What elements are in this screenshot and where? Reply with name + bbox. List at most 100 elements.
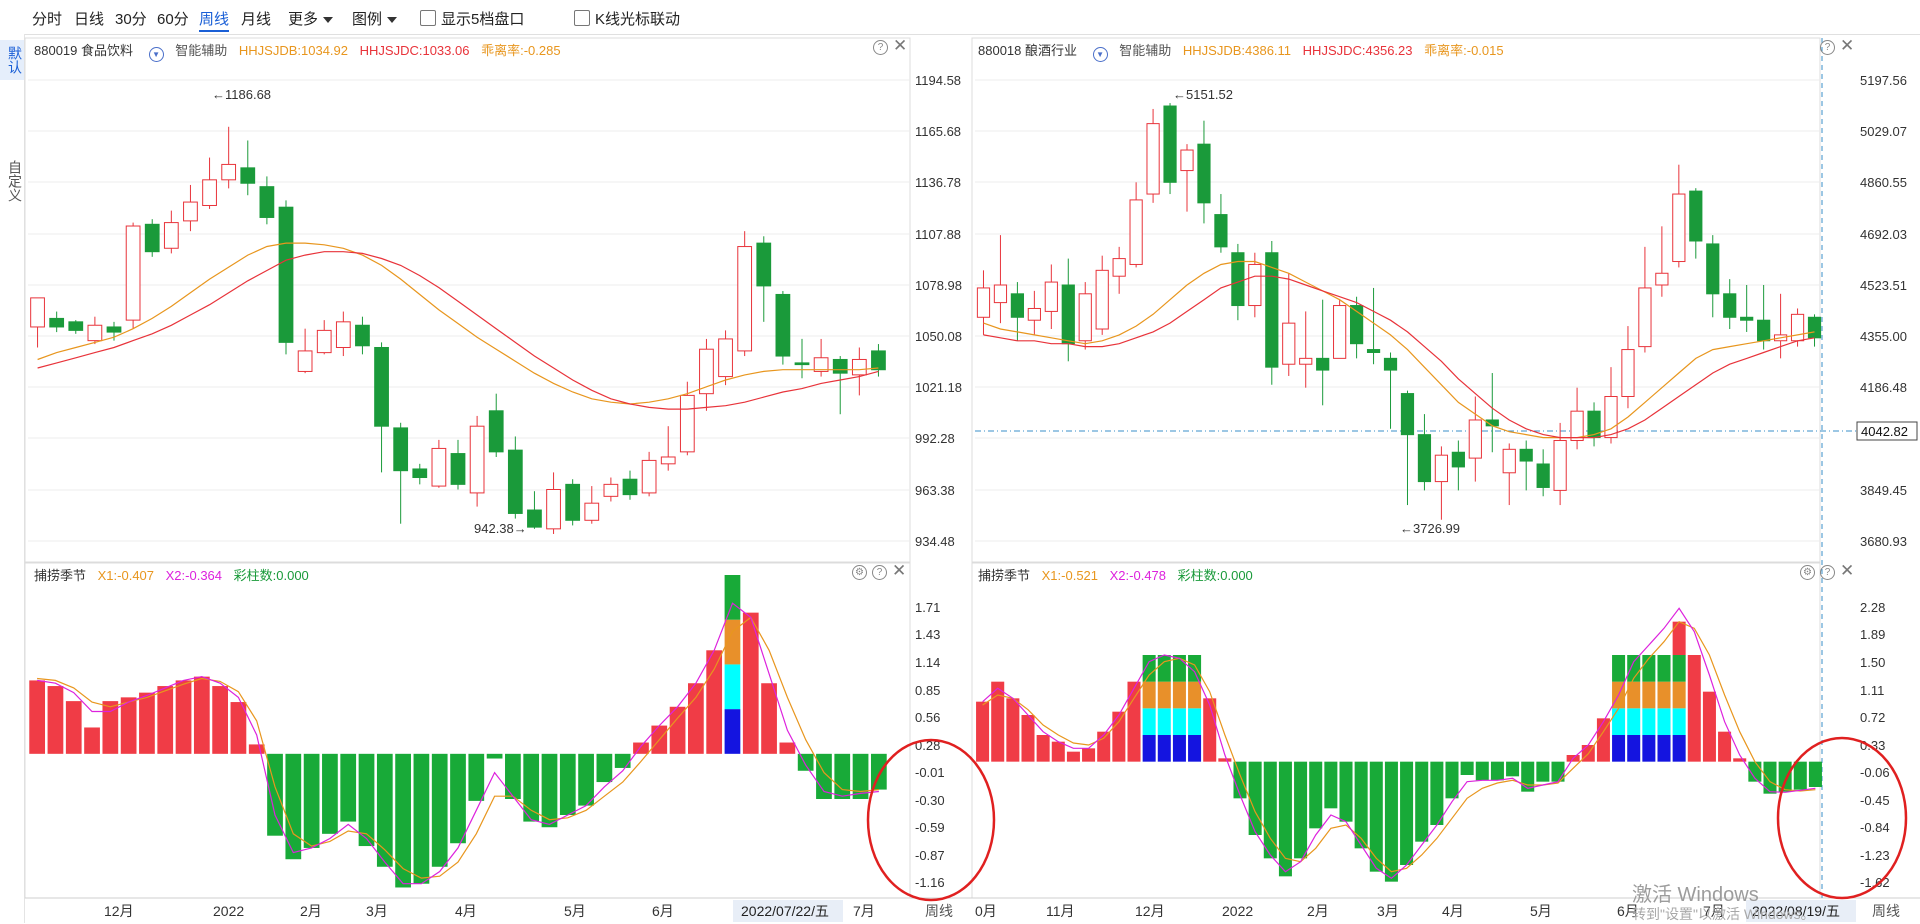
right-ind-bar — [1506, 761, 1520, 777]
left-assist-label: 智能辅助 — [175, 43, 228, 58]
right-ind-bar — [1097, 731, 1111, 762]
period-60min[interactable]: 60分 — [157, 11, 189, 28]
close-icon[interactable]: ✕ — [892, 561, 907, 580]
right-candle — [1180, 149, 1194, 172]
left-candle — [756, 242, 772, 287]
sidebar-tab-custom[interactable]: 自定义 — [7, 160, 23, 202]
right-ind-bar — [991, 681, 1005, 762]
left-ind-bar — [376, 753, 393, 867]
right-dc-value: HHJSJDC:4356.23 — [1302, 43, 1413, 58]
help-icon[interactable]: ? — [872, 565, 887, 580]
period-30min[interactable]: 30分 — [115, 11, 147, 28]
left-ind-bar — [852, 753, 869, 799]
right-rainbow-bar — [1157, 681, 1171, 709]
checkbox-icon — [420, 10, 436, 26]
period-weekly[interactable]: 周线 — [199, 8, 230, 32]
right-rainbow-bar — [1657, 681, 1671, 709]
period-monthly[interactable]: 月线 — [241, 11, 272, 28]
left-rainbow-bar — [724, 575, 741, 620]
left-candle — [183, 201, 198, 222]
left-ind-bar — [322, 753, 338, 834]
left-ind-bar — [505, 753, 521, 799]
right-ind-bar — [1596, 718, 1610, 762]
link-cursor-label: K线光标联动 — [595, 11, 681, 28]
right-ind-bar — [1475, 761, 1489, 781]
left-xaxis-label: 3月 — [366, 903, 388, 919]
right-ytick-label: 4186.48 — [1860, 380, 1907, 395]
right-ind-bar — [1702, 691, 1716, 762]
right-candle — [1010, 293, 1025, 318]
left-ind-bar — [431, 753, 448, 867]
right-main-header: 880018 酿酒行业 ▼ 智能辅助 HHJSJDB:4386.11 HHJSJ… — [978, 40, 1504, 62]
left-ytick-label: 1107.88 — [915, 227, 961, 242]
left-ind-bar — [413, 753, 430, 884]
right-candle — [1723, 293, 1737, 318]
left-candle — [125, 225, 141, 321]
right-ind-bar — [1082, 748, 1096, 762]
right-xaxis-label: 7月 — [1703, 903, 1725, 919]
right-ind-name: 捕捞季节 — [978, 568, 1031, 583]
settings-icon[interactable]: ⚙ — [1800, 565, 1815, 580]
close-icon[interactable]: ✕ — [1840, 36, 1855, 55]
close-icon[interactable]: ✕ — [1840, 561, 1855, 580]
right-ind-bar — [1430, 761, 1444, 825]
right-xaxis-label: 12月 — [1135, 903, 1165, 919]
help-icon[interactable]: ? — [873, 40, 888, 55]
right-rainbow-bar — [1627, 655, 1641, 682]
right-ind-bar — [1006, 698, 1020, 762]
right-ind-x1: X1:-0.521 — [1041, 568, 1099, 583]
settings-icon[interactable]: ⚙ — [852, 565, 867, 580]
left-candle — [393, 427, 409, 472]
help-icon[interactable]: ? — [1820, 40, 1835, 55]
left-ind-bar — [395, 753, 411, 888]
right-candle — [1078, 293, 1092, 342]
right-ind-tick-label: 1.89 — [1860, 627, 1885, 642]
legend-menu[interactable]: 图例 — [352, 8, 398, 29]
left-candle — [68, 321, 84, 331]
sidebar-tab-default[interactable]: 默认 — [0, 40, 24, 80]
period-fenshi[interactable]: 分时 — [32, 11, 63, 28]
right-candle — [1604, 396, 1618, 439]
right-ind-bar — [1339, 761, 1353, 822]
right-date-bg — [1746, 900, 1856, 922]
left-candle — [431, 447, 447, 487]
right-candle — [993, 284, 1008, 304]
left-candle — [316, 329, 332, 354]
right-candle — [1451, 451, 1465, 468]
close-icon[interactable]: ✕ — [893, 36, 908, 55]
right-rainbow-bar — [1172, 681, 1186, 709]
left-candle — [87, 324, 103, 342]
assist-toggle-icon[interactable]: ▼ — [148, 47, 164, 62]
left-ind-bar — [120, 697, 137, 754]
more-menu[interactable]: 更多 — [288, 8, 334, 29]
link-cursor-checkbox[interactable]: K线光标联动 — [574, 8, 680, 29]
left-candle — [775, 293, 791, 357]
assist-toggle-icon[interactable]: ▼ — [1092, 47, 1108, 62]
left-ind-bar — [157, 686, 174, 754]
right-candle — [1689, 190, 1703, 242]
right-ind-bar — [1460, 761, 1474, 775]
right-rainbow-bar — [1142, 708, 1156, 735]
left-code-name: 880019 食品饮料 — [34, 43, 133, 58]
right-ind-bar — [1763, 761, 1777, 794]
left-ytick-label: 1136.78 — [915, 175, 961, 190]
right-candle — [1248, 263, 1262, 307]
right-x2-line — [982, 620, 1816, 873]
left-ind-tick-label: -1.16 — [915, 875, 945, 890]
left-ytick-label: 992.28 — [915, 431, 955, 446]
chevron-down-icon — [323, 17, 334, 24]
left-rainbow-bar — [724, 619, 741, 665]
right-ind-bar — [1021, 715, 1035, 762]
right-ind-bar — [1066, 751, 1080, 762]
left-candle — [641, 459, 657, 494]
left-ind-bar — [248, 744, 265, 754]
left-ind-bar — [779, 742, 796, 754]
right-rainbow-bar — [1612, 735, 1626, 762]
right-ind-cols: 彩柱数:0.000 — [1177, 568, 1253, 583]
right-ytick-label: 5029.07 — [1860, 124, 1907, 139]
show5-checkbox[interactable]: 显示5档盘口 — [420, 8, 524, 29]
right-xaxis-label: 11月 — [1046, 903, 1075, 919]
right-ind-bar — [1051, 741, 1065, 762]
period-daily[interactable]: 日线 — [74, 11, 105, 28]
help-icon[interactable]: ? — [1820, 565, 1835, 580]
